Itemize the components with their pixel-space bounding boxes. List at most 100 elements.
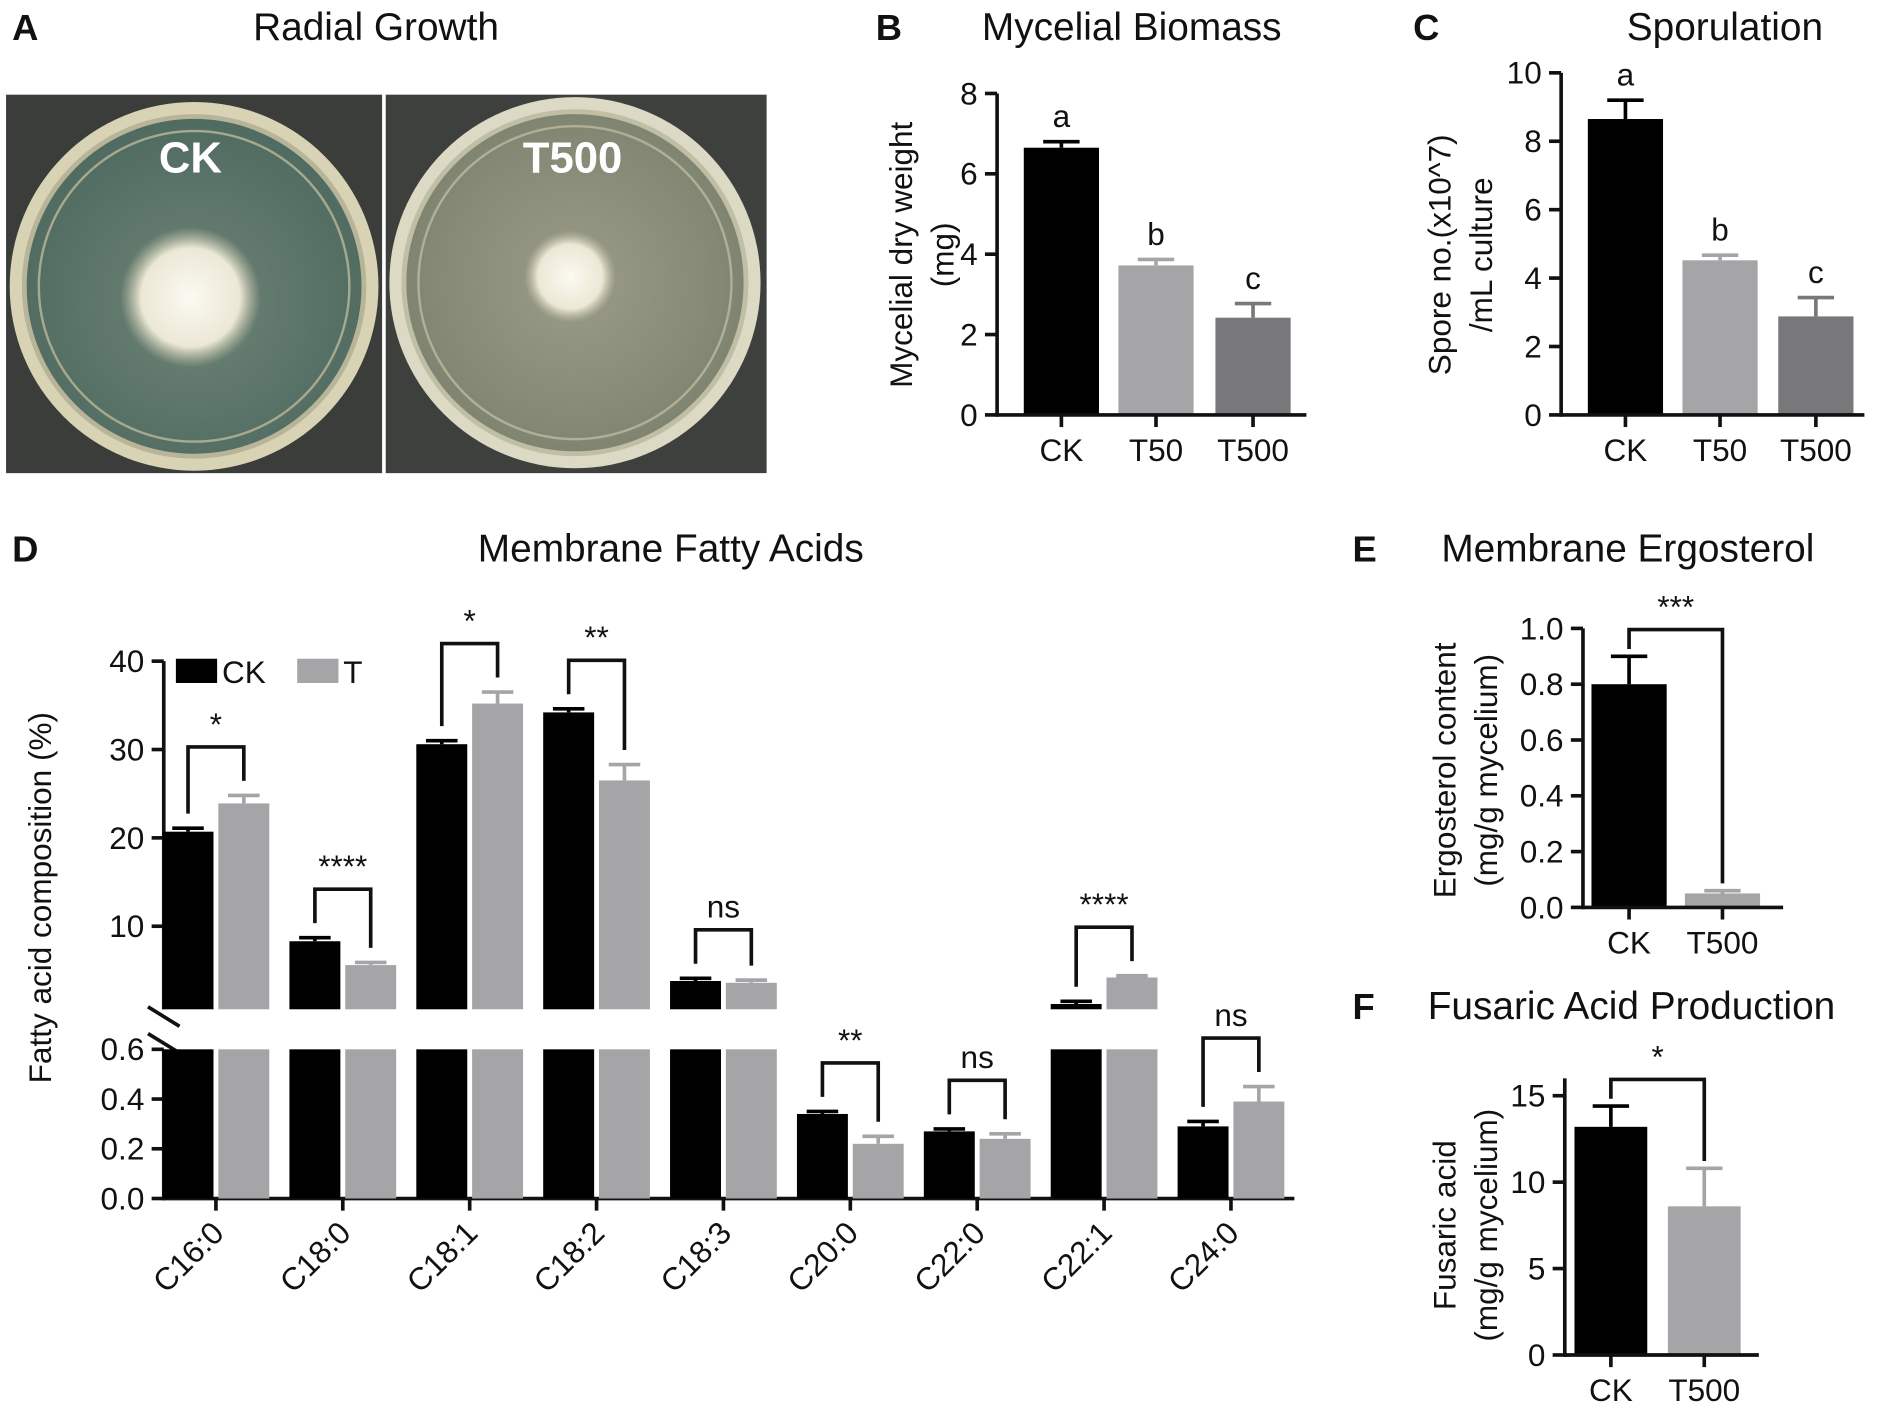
x-tick-label: CK [1039,432,1083,468]
panel-title: Sporulation [1627,6,1823,49]
bar [796,1113,848,1199]
significance-label: ns [707,889,740,925]
bar [543,1049,595,1199]
y-tick-label: 4 [1524,260,1542,296]
significance-bracket [186,745,246,814]
error-bar [172,826,204,832]
panel-letter: D [12,529,38,570]
axis-break [147,1005,181,1055]
group-letter: b [1711,212,1729,248]
significance-bracket [313,887,373,948]
y-tick-label: 0 [960,397,978,433]
bar [1177,1126,1229,1199]
group-letter: a [1053,98,1071,134]
error-bar [426,738,458,745]
y-axis-label: Mycelial dry weight [883,121,919,387]
y-axis-label: (mg/g mycelium) [1468,1109,1504,1342]
bar [1682,260,1758,415]
error-bar [1116,973,1148,978]
bar [472,703,524,1010]
bar [725,1049,777,1199]
y-tick-label: 30 [109,731,144,767]
error-bar [1686,1166,1723,1207]
panel-title: Fusaric Acid Production [1428,985,1836,1028]
group-letter: c [1808,254,1824,290]
x-tick-label: C22:0 [907,1214,992,1299]
y-tick-label: 10 [1507,55,1542,91]
significance-bracket [820,1061,881,1122]
significance-bracket [1627,627,1725,884]
bar [1684,893,1761,908]
y-tick-label: 10 [1510,1164,1545,1200]
error-bar [1592,1104,1630,1127]
y-tick-label: 2 [960,316,978,352]
y-tick-label: 40 [109,643,144,679]
x-tick-label: C18:2 [526,1214,611,1299]
significance-label: * [210,706,222,742]
photo-label: CK [159,133,223,182]
error-bar [1243,1084,1275,1102]
y-tick-label: 0.4 [101,1081,145,1117]
y-axis-label: Fusaric acid [1427,1140,1463,1310]
error-bar [1043,139,1080,148]
x-tick-label: T500 [1780,432,1852,468]
y-tick-label: 8 [1524,123,1542,159]
y-axis-label: Spore no.(x10^7) [1422,134,1458,375]
y-axis-label: (mg) [924,222,960,287]
bar [598,1049,650,1199]
group-letter: c [1245,260,1261,296]
significance-bracket [1201,1036,1261,1107]
x-tick-label: C18:3 [653,1214,738,1299]
panel-letter: B [876,7,902,48]
error-bar [1704,888,1741,894]
bar [1778,316,1854,415]
significance-bracket [693,928,754,966]
bar [923,1131,975,1199]
y-tick-label: 15 [1510,1078,1545,1114]
bar [852,1143,904,1199]
y-tick-label: 10 [109,908,144,944]
error-bar [354,960,387,966]
y-axis-label: Fatty acid composition (%) [22,712,58,1083]
bar [1574,1126,1648,1355]
significance-bracket [947,1078,1007,1120]
group-letter: b [1147,216,1165,252]
x-tick-label: CK [1589,1372,1633,1406]
error-bar [1137,257,1175,266]
y-tick-label: 0.6 [101,1031,145,1067]
significance-label: ** [584,619,609,655]
panel-letter: A [12,7,38,48]
bar [162,1049,214,1199]
error-bar [735,978,768,983]
bar [1667,1206,1741,1355]
legend-swatch [297,658,339,683]
x-tick-label: T500 [1687,924,1759,960]
y-axis-label: (mg/g mycelium) [1468,654,1504,887]
x-tick-label: T50 [1129,432,1183,468]
y-tick-label: 5 [1528,1250,1546,1286]
bar [598,780,650,1010]
x-tick-label: C20:0 [780,1214,865,1299]
significance-label: ns [961,1039,994,1075]
y-tick-label: 0.8 [1520,666,1564,702]
y-tick-label: 1.0 [1520,610,1564,646]
panel-letter: F [1353,986,1375,1027]
bar [472,1049,524,1199]
y-tick-label: 4 [960,236,978,272]
y-tick-label: 20 [109,820,144,856]
x-tick-label: T500 [1668,1372,1740,1406]
error-bar [679,976,712,982]
x-tick-label: C16:0 [146,1214,231,1299]
significance-label: * [464,602,476,638]
bar [1023,147,1099,415]
panel-title: Radial Growth [253,6,499,49]
bar [1106,977,1158,1010]
bar [1591,684,1667,908]
bar [543,712,595,1010]
significance-label: * [1651,1038,1663,1074]
significance-label: *** [1657,588,1694,624]
y-tick-label: 0.2 [1520,834,1564,870]
significance-label: ns [1214,997,1247,1033]
panel-title: Membrane Ergosterol [1441,528,1814,571]
y-tick-label: 0.4 [1520,778,1564,814]
